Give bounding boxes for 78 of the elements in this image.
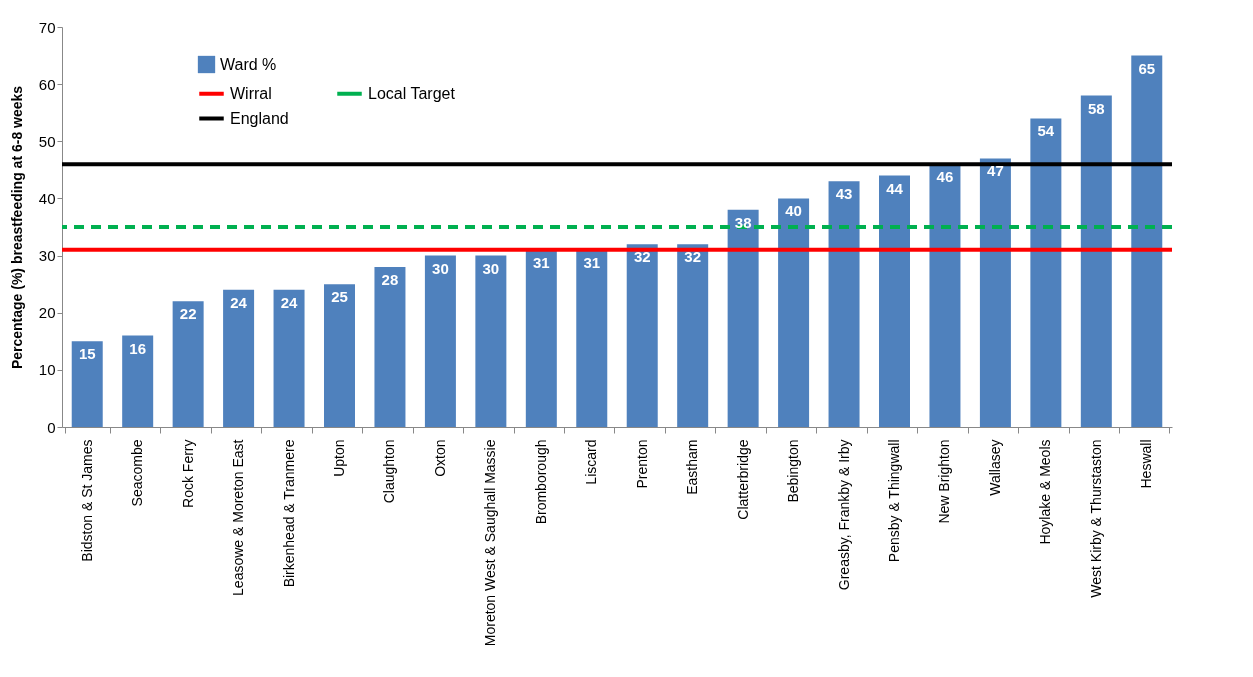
data-label: 58 bbox=[1087, 99, 1105, 117]
bar bbox=[71, 341, 103, 427]
data-label: 65 bbox=[1138, 59, 1156, 77]
bar bbox=[778, 198, 810, 427]
legend-label: Ward % bbox=[220, 55, 277, 73]
y-tick-label: 20 bbox=[38, 304, 56, 322]
legend-label: England bbox=[230, 109, 289, 127]
legend-label: Local Target bbox=[368, 84, 456, 102]
x-tick-label: Liscard bbox=[583, 439, 600, 485]
bar bbox=[828, 181, 860, 427]
x-tick-label: Eastham bbox=[684, 439, 701, 495]
x-tick-label: Wallasey bbox=[986, 439, 1003, 496]
data-label: 32 bbox=[633, 248, 651, 266]
x-tick-label: New Brighton bbox=[936, 439, 953, 524]
y-tick-label: 60 bbox=[38, 75, 56, 93]
data-label: 15 bbox=[78, 345, 96, 363]
data-label: 22 bbox=[179, 305, 197, 323]
x-tick-label: Upton bbox=[331, 439, 347, 477]
data-label: 28 bbox=[381, 271, 399, 288]
x-tick-label: Heswall bbox=[1138, 439, 1155, 489]
data-label: 30 bbox=[432, 259, 449, 277]
bar bbox=[374, 267, 406, 427]
x-tick-label: Bebington bbox=[785, 439, 802, 503]
bar bbox=[727, 209, 759, 427]
bar bbox=[273, 289, 305, 427]
bar bbox=[223, 289, 255, 427]
bar bbox=[324, 284, 355, 427]
data-label: 31 bbox=[583, 253, 601, 271]
y-tick-label: 30 bbox=[38, 247, 56, 265]
x-tick-label: Rock Ferry bbox=[179, 439, 196, 508]
bar bbox=[1080, 95, 1112, 427]
y-tick-label: 0 bbox=[47, 418, 56, 436]
bar bbox=[677, 244, 709, 427]
legend-label: Wirral bbox=[230, 84, 272, 102]
data-label: 30 bbox=[482, 259, 500, 277]
bar bbox=[1131, 55, 1163, 427]
data-label: 25 bbox=[331, 288, 348, 306]
x-tick-label: Bidston & St James bbox=[78, 439, 95, 562]
x-tick-label: Birkenhead & Tranmere bbox=[280, 439, 297, 588]
y-tick-label: 40 bbox=[38, 189, 56, 207]
x-tick-label: Seacombe bbox=[129, 439, 146, 507]
bar bbox=[172, 301, 204, 427]
y-axis-title: Percentage (%) breastfeeding at 6-8 weeks bbox=[8, 85, 25, 370]
data-label: 24 bbox=[230, 293, 248, 311]
bar bbox=[525, 249, 557, 427]
bar bbox=[979, 158, 1011, 427]
data-label: 54 bbox=[1037, 122, 1055, 140]
y-tick-label: 10 bbox=[38, 361, 56, 379]
y-tick-label: 70 bbox=[38, 18, 56, 36]
x-tick-label: Oxton bbox=[431, 439, 448, 477]
bar bbox=[879, 175, 910, 427]
x-tick-label: Bromborough bbox=[532, 439, 549, 525]
data-label: 43 bbox=[835, 185, 853, 203]
x-tick-label: Greasby, Frankby & Irby bbox=[835, 439, 852, 591]
x-tick-label: Leasowe & Moreton East bbox=[230, 439, 247, 596]
x-tick-label: Prenton bbox=[633, 439, 650, 489]
x-tick-label: West Kirby & Thurstaston bbox=[1087, 439, 1104, 598]
bar bbox=[576, 249, 608, 427]
data-label: 44 bbox=[886, 179, 904, 197]
bar bbox=[1030, 118, 1062, 427]
data-label: 40 bbox=[785, 202, 802, 220]
bar bbox=[626, 244, 658, 427]
y-tick-label: 50 bbox=[38, 132, 56, 150]
data-label: 32 bbox=[684, 248, 702, 266]
bar bbox=[475, 255, 507, 427]
data-label: 16 bbox=[129, 339, 147, 357]
x-tick-label: Moreton West & Saughall Massie bbox=[482, 439, 499, 647]
bar bbox=[122, 335, 154, 427]
x-tick-label: Claughton bbox=[381, 439, 398, 504]
bar bbox=[929, 164, 961, 427]
data-label: 47 bbox=[987, 162, 1004, 180]
bar bbox=[424, 255, 456, 427]
x-tick-label: Pensby & Thingwall bbox=[886, 439, 902, 563]
data-label: 31 bbox=[532, 253, 550, 271]
data-label: 46 bbox=[936, 168, 954, 186]
x-tick-label: Clatterbridge bbox=[734, 439, 751, 520]
data-label: 24 bbox=[280, 293, 299, 311]
x-tick-label: Hoylake & Meols bbox=[1037, 439, 1054, 545]
